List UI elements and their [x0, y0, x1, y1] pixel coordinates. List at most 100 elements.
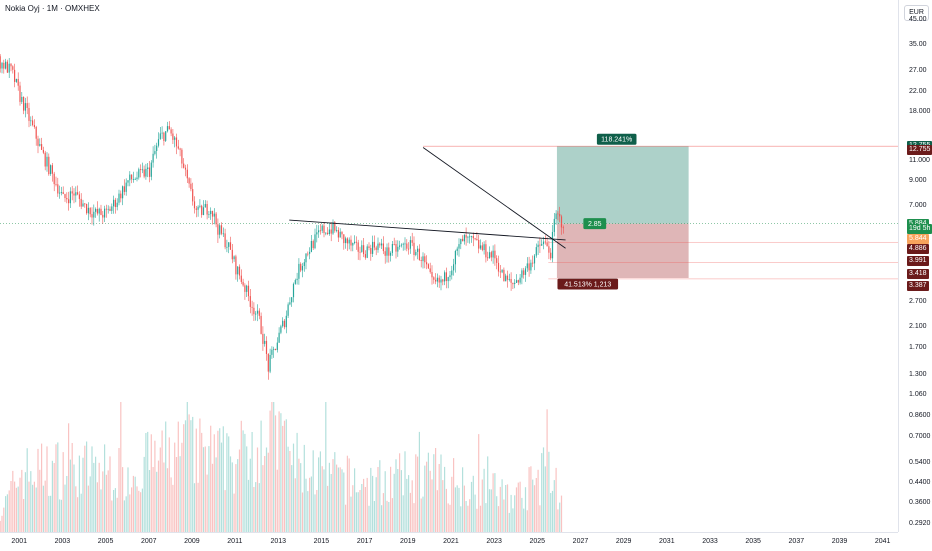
candle: [168, 121, 170, 130]
candle: [415, 249, 417, 257]
candle: [508, 273, 510, 282]
resistance-trendline: [289, 219, 566, 241]
volume-bar: [222, 426, 224, 532]
volume-bar: [240, 420, 242, 532]
candle: [188, 177, 190, 188]
candle-body: [157, 139, 160, 146]
candle: [501, 269, 503, 274]
candle: [426, 255, 428, 270]
candle-body: [488, 252, 491, 259]
time-tick-label: 2001: [11, 538, 27, 545]
candle-body: [211, 210, 214, 217]
price-tick-label: 1.300: [909, 370, 927, 378]
candle-body: [501, 269, 503, 273]
volume-bar: [404, 451, 406, 532]
candle: [312, 239, 314, 250]
candle: [82, 199, 84, 207]
stop-percent-label: 41.513% 1,213: [557, 278, 619, 290]
candle: [42, 146, 44, 155]
candle: [483, 241, 485, 255]
volume-bar: [17, 486, 19, 532]
candle: [539, 237, 541, 253]
candle-body: [3, 62, 5, 69]
candle: [399, 240, 401, 250]
candle: [327, 227, 329, 236]
candle: [506, 270, 509, 288]
candle: [134, 177, 136, 180]
candle-body: [136, 177, 138, 180]
candle: [136, 171, 138, 182]
volume-bar: [89, 476, 91, 532]
price-axis[interactable]: 45.00 35.00 27.00 22.00 18.000 11.000 9.000 7.0…: [898, 0, 932, 532]
volume-bar: [381, 505, 383, 532]
time-tick-label: 2003: [54, 538, 71, 545]
candle-body: [291, 297, 293, 303]
volume-bar: [368, 505, 370, 532]
candle-body: [510, 279, 512, 283]
candle-body: [415, 252, 417, 255]
candle-body: [397, 246, 399, 252]
volume-bar: [166, 468, 169, 532]
candle: [388, 242, 390, 263]
candle: [87, 202, 89, 221]
candle-body: [220, 225, 223, 234]
candle: [314, 228, 316, 250]
candle-body: [505, 275, 507, 282]
price-tick-label: 1.700: [909, 343, 927, 351]
candle: [208, 211, 210, 218]
volume-bar: [86, 441, 88, 532]
candle-body: [436, 277, 438, 282]
currency-selector[interactable]: EUR: [904, 5, 929, 21]
candle: [240, 269, 242, 285]
candle-body: [391, 244, 393, 253]
candle: [140, 164, 142, 178]
candle: [100, 204, 102, 216]
volume-bar: [148, 470, 151, 532]
candle-body: [1, 62, 3, 69]
candle: [345, 236, 347, 249]
candle-body: [69, 191, 71, 204]
candle: [131, 174, 133, 184]
time-tick-label: 2015: [313, 538, 330, 545]
candle: [57, 177, 59, 197]
volume-bar: [48, 495, 50, 532]
candle-body: [78, 194, 80, 199]
candle-body: [77, 192, 79, 195]
candle-body: [64, 194, 66, 198]
volume-bar: [456, 485, 458, 532]
candle-body: [445, 272, 447, 281]
volume-bar: [201, 432, 203, 532]
volume-bar: [298, 458, 300, 532]
candle: [104, 205, 106, 222]
candle-body: [373, 241, 375, 248]
volume-bar: [350, 496, 352, 532]
volume-bar: [255, 482, 257, 532]
candle-body: [165, 131, 167, 141]
price-tick-label: 35.00: [909, 41, 927, 49]
volume-bar: [140, 492, 142, 532]
volume-bar: [465, 501, 467, 532]
candle-body: [318, 230, 320, 233]
volume-bar: [408, 475, 410, 532]
candle-body: [541, 244, 543, 246]
volume-bar: [226, 433, 228, 532]
candle: [68, 191, 70, 211]
volume-bar: [373, 501, 375, 532]
candle-body: [50, 165, 52, 174]
candle-body: [44, 152, 46, 167]
candle: [422, 252, 424, 269]
volume-bar: [220, 442, 223, 532]
price-chart[interactable]: 118.241% 2.85 41.513% 1,213: [0, 0, 898, 532]
volume-bar: [519, 481, 521, 532]
candle: [278, 327, 280, 343]
volume-bar: [472, 475, 474, 532]
candle-body: [512, 282, 514, 285]
candle: [51, 163, 53, 182]
candle-body: [219, 225, 221, 235]
time-axis[interactable]: 2001 2003 2005 2007 2009 2011 2013 2015 2017 2019…: [0, 532, 898, 551]
candle: [291, 297, 293, 307]
candle-body: [334, 222, 336, 231]
candle: [355, 236, 357, 250]
candle: [287, 302, 289, 318]
candle: [33, 119, 35, 129]
